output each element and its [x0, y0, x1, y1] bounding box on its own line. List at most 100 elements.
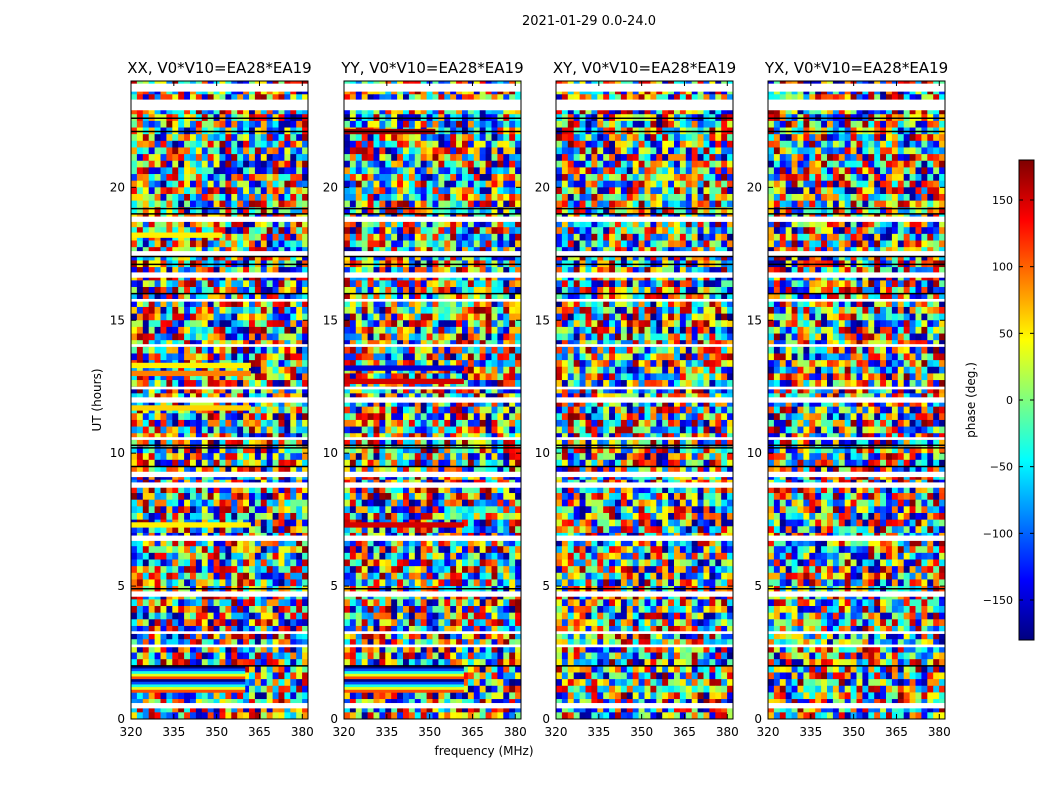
flagged-band — [131, 386, 308, 390]
fringe-stripe — [131, 676, 246, 680]
flagged-band — [344, 437, 521, 440]
flagged-band — [556, 386, 733, 390]
x-tick-label: 350 — [630, 725, 653, 739]
coherent-band — [131, 370, 251, 377]
y-tick-label: 20 — [535, 180, 550, 194]
flagged-band — [344, 631, 521, 634]
flagged-band — [131, 272, 308, 278]
x-tick-label: 365 — [885, 725, 908, 739]
y-tick-label: 0 — [117, 712, 125, 726]
flagged-band — [344, 471, 521, 478]
x-tick-label: 335 — [587, 725, 610, 739]
flagged-band — [344, 344, 521, 347]
flagged-band — [344, 272, 521, 278]
x-tick-label: 320 — [333, 725, 356, 739]
fringe-stripe — [344, 681, 464, 685]
flagged-band — [768, 703, 945, 709]
flagged-band — [556, 397, 733, 403]
fringe-stripe — [131, 681, 246, 685]
coherent-band — [131, 405, 251, 411]
y-tick-label: 20 — [110, 180, 125, 194]
panel-2: 320 335 350 365 380 0 5 10 15 20 XY, V0*V10=EA28*E… — [535, 59, 739, 739]
x-tick-label: 320 — [545, 725, 568, 739]
flagged-band — [344, 644, 521, 648]
flagged-band — [768, 644, 945, 648]
y-tick-label: 15 — [747, 313, 762, 327]
colorbar-tick-label: 0 — [1006, 394, 1013, 407]
panel-1: 320 335 350 365 380 0 5 10 15 20 YY, V0*V10=EA28*E… — [323, 59, 534, 758]
y-tick-label: 20 — [747, 180, 762, 194]
flagged-band — [344, 386, 521, 390]
fringe-stripe — [344, 684, 464, 688]
flagged-band — [768, 344, 945, 347]
x-tick-label: 365 — [461, 725, 484, 739]
flagged-band — [768, 272, 945, 278]
flagged-band — [556, 644, 733, 648]
fringe-stripe — [344, 689, 464, 693]
panels-group: 320 335 350 365 380 0 5 10 15 20 XX, V0*V10=EA28*E… — [90, 59, 951, 758]
panel-title: XY, V0*V10=EA28*EA19 — [553, 59, 736, 77]
axes-frame — [343, 80, 522, 720]
y-tick-label: 5 — [754, 579, 762, 593]
y-tick-label: 10 — [535, 446, 550, 460]
flagged-band — [556, 298, 733, 302]
coherent-band — [344, 378, 464, 385]
flagged-band — [768, 535, 945, 541]
flagged-band — [768, 397, 945, 403]
y-axis-label: UT (hours) — [90, 368, 104, 431]
panel-title: YY, V0*V10=EA28*EA19 — [340, 59, 523, 77]
x-tick-label: 335 — [799, 725, 822, 739]
colorbar-label: phase (deg.) — [964, 362, 978, 438]
flagged-band — [344, 298, 521, 302]
fringe-stripe — [131, 665, 246, 669]
flagged-band — [556, 344, 733, 347]
coherent-band — [344, 365, 464, 371]
flagged-band — [768, 298, 945, 302]
flagged-band — [556, 591, 733, 597]
fringe-stripe — [344, 687, 464, 691]
x-tick-label: 350 — [842, 725, 865, 739]
flagged-band — [131, 251, 308, 257]
flagged-band — [768, 83, 945, 92]
axes-frame — [767, 80, 946, 720]
flagged-band — [131, 397, 308, 403]
y-tick-label: 10 — [323, 446, 338, 460]
flagged-band — [556, 251, 733, 257]
flagged-band — [344, 591, 521, 597]
flagged-band — [556, 535, 733, 541]
flagged-band — [344, 99, 521, 111]
colorbar-tick-label: 50 — [999, 327, 1013, 340]
fringe-stripe — [344, 671, 464, 675]
flagged-band — [768, 631, 945, 634]
fringe-stripe — [344, 676, 464, 680]
flagged-band — [556, 83, 733, 92]
coherent-band — [344, 522, 464, 528]
fringe-stripe — [131, 687, 246, 691]
y-tick-label: 5 — [542, 579, 550, 593]
x-tick-label: 380 — [928, 725, 951, 739]
y-tick-label: 15 — [535, 313, 550, 327]
fringe-stripe — [131, 689, 246, 693]
y-tick-label: 0 — [754, 712, 762, 726]
coherent-band — [131, 362, 251, 369]
flagged-band — [131, 298, 308, 302]
colorbar-tick-label: 150 — [992, 194, 1013, 207]
flagged-band — [768, 591, 945, 597]
flagged-band — [131, 631, 308, 634]
y-tick-label: 20 — [323, 180, 338, 194]
fringe-stripe — [344, 665, 464, 669]
y-tick-label: 10 — [110, 446, 125, 460]
panel-title: XX, V0*V10=EA28*EA19 — [127, 59, 311, 77]
x-tick-label: 350 — [205, 725, 228, 739]
flagged-band — [768, 386, 945, 390]
figure-suptitle: 2021-01-29 0.0-24.0 — [522, 14, 656, 29]
fringe-stripe — [344, 668, 464, 672]
flagged-band — [556, 471, 733, 478]
flagged-band — [556, 437, 733, 440]
flagged-band — [768, 99, 945, 111]
colorbar-tick-label: −50 — [990, 461, 1013, 474]
x-tick-label: 320 — [120, 725, 143, 739]
x-axis-label: frequency (MHz) — [434, 744, 533, 758]
y-tick-label: 5 — [330, 579, 338, 593]
flagged-band — [344, 251, 521, 257]
